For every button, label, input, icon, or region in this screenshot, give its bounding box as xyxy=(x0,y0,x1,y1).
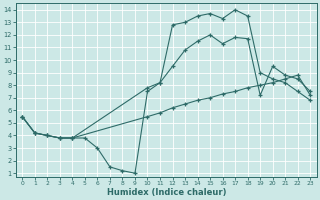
X-axis label: Humidex (Indice chaleur): Humidex (Indice chaleur) xyxy=(107,188,226,197)
